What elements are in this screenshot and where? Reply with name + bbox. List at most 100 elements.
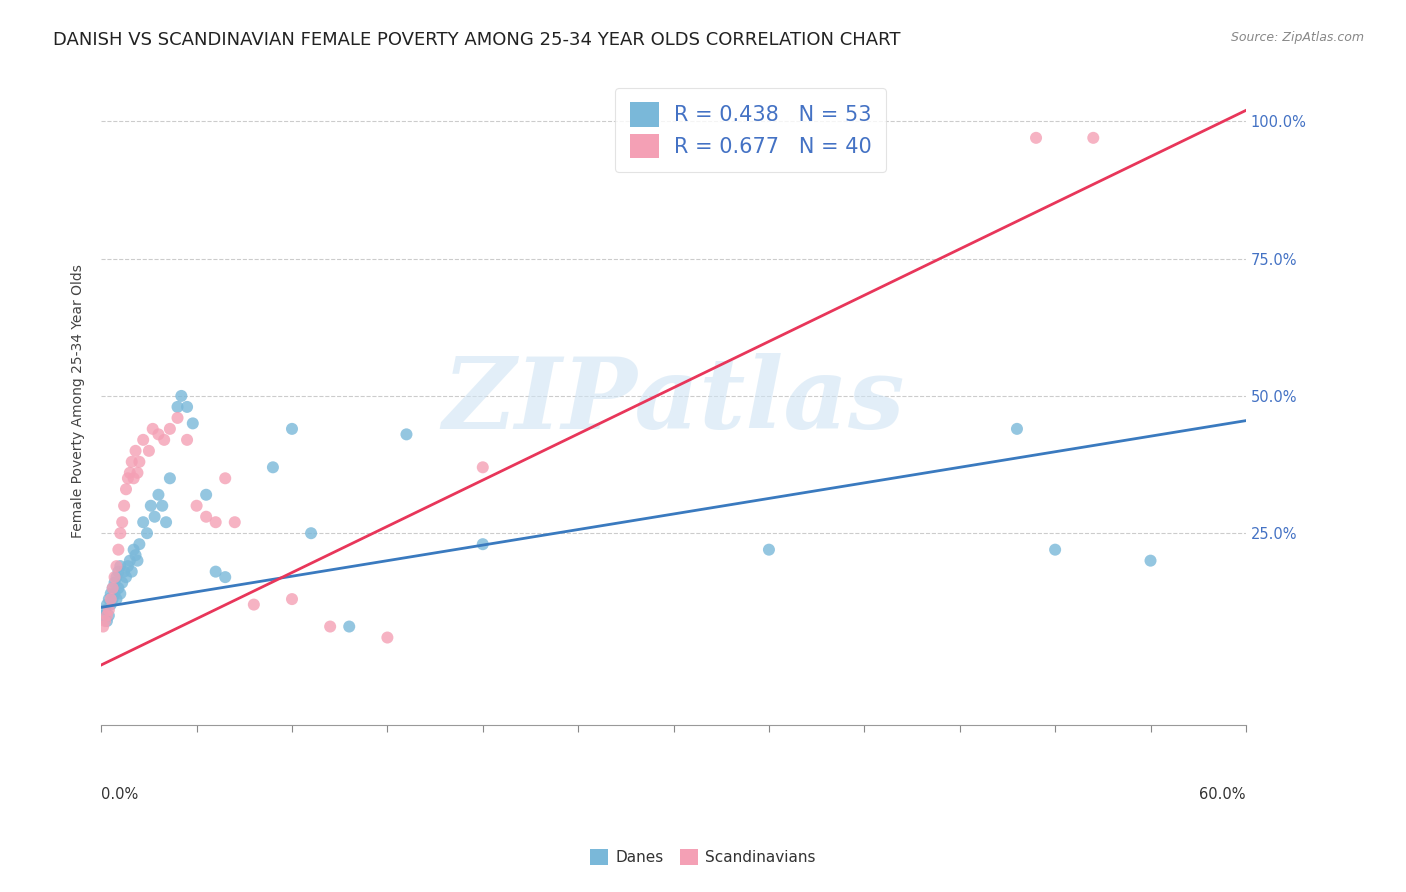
Point [117, 559, 139, 574]
Point [1043, 542, 1066, 557]
Y-axis label: Female Poverty Among 25-34 Year Olds: Female Poverty Among 25-34 Year Olds [72, 264, 86, 539]
Point [127, 466, 149, 480]
Point [159, 422, 181, 436]
Point [94, 603, 117, 617]
Point [111, 515, 134, 529]
Point [97, 608, 120, 623]
Point [107, 542, 129, 557]
Point [224, 515, 246, 529]
Point [1025, 131, 1047, 145]
Point [243, 598, 266, 612]
Point [170, 389, 193, 403]
Point [118, 554, 141, 568]
Point [214, 570, 236, 584]
Point [100, 598, 122, 612]
Point [115, 483, 138, 497]
Point [121, 565, 143, 579]
Point [115, 570, 138, 584]
Point [319, 619, 342, 633]
Point [100, 592, 122, 607]
Point [195, 488, 218, 502]
Point [110, 586, 132, 600]
Point [105, 559, 128, 574]
Point [103, 570, 125, 584]
Point [181, 417, 204, 431]
Point [124, 548, 146, 562]
Point [103, 586, 125, 600]
Point [1083, 131, 1105, 145]
Point [150, 499, 173, 513]
Point [124, 443, 146, 458]
Point [110, 559, 132, 574]
Point [281, 422, 304, 436]
Point [101, 581, 124, 595]
Point [117, 471, 139, 485]
Point [142, 422, 165, 436]
Point [111, 575, 134, 590]
Point [204, 515, 226, 529]
Point [107, 581, 129, 595]
Point [166, 400, 188, 414]
Point [176, 400, 198, 414]
Point [143, 509, 166, 524]
Point [758, 542, 780, 557]
Point [377, 631, 399, 645]
Point [186, 499, 208, 513]
Text: DANISH VS SCANDINAVIAN FEMALE POVERTY AMONG 25-34 YEAR OLDS CORRELATION CHART: DANISH VS SCANDINAVIAN FEMALE POVERTY AM… [53, 31, 901, 49]
Point [471, 537, 494, 551]
Point [471, 460, 494, 475]
Point [299, 526, 322, 541]
Point [127, 554, 149, 568]
Point [101, 581, 124, 595]
Point [97, 603, 120, 617]
Point [105, 570, 128, 584]
Point [112, 565, 135, 579]
Point [110, 526, 132, 541]
Point [1005, 422, 1028, 436]
Point [94, 614, 117, 628]
Point [136, 526, 159, 541]
Point [176, 433, 198, 447]
Text: 0.0%: 0.0% [101, 787, 138, 802]
Point [138, 443, 160, 458]
Text: ZIPatlas: ZIPatlas [443, 353, 904, 450]
Point [155, 515, 177, 529]
Point [395, 427, 418, 442]
Point [122, 542, 145, 557]
Text: 60.0%: 60.0% [1199, 787, 1246, 802]
Point [96, 614, 118, 628]
Point [122, 471, 145, 485]
Point [128, 455, 150, 469]
Point [91, 619, 114, 633]
Point [132, 433, 155, 447]
Point [112, 499, 135, 513]
Point [166, 410, 188, 425]
Point [128, 537, 150, 551]
Point [337, 619, 360, 633]
Point [100, 586, 122, 600]
Point [121, 455, 143, 469]
Point [132, 515, 155, 529]
Point [91, 608, 114, 623]
Text: Source: ZipAtlas.com: Source: ZipAtlas.com [1230, 31, 1364, 45]
Point [281, 592, 304, 607]
Legend: Danes, Scandinavians: Danes, Scandinavians [583, 843, 823, 871]
Point [148, 488, 170, 502]
Point [159, 471, 181, 485]
Point [103, 575, 125, 590]
Point [101, 592, 124, 607]
Legend: R = 0.438   N = 53, R = 0.677   N = 40: R = 0.438 N = 53, R = 0.677 N = 40 [616, 87, 886, 172]
Point [214, 471, 236, 485]
Point [96, 598, 118, 612]
Point [118, 466, 141, 480]
Point [204, 565, 226, 579]
Point [107, 565, 129, 579]
Point [262, 460, 284, 475]
Point [97, 592, 120, 607]
Point [153, 433, 176, 447]
Point [1139, 554, 1161, 568]
Point [195, 509, 218, 524]
Point [96, 608, 118, 623]
Point [139, 499, 162, 513]
Point [148, 427, 170, 442]
